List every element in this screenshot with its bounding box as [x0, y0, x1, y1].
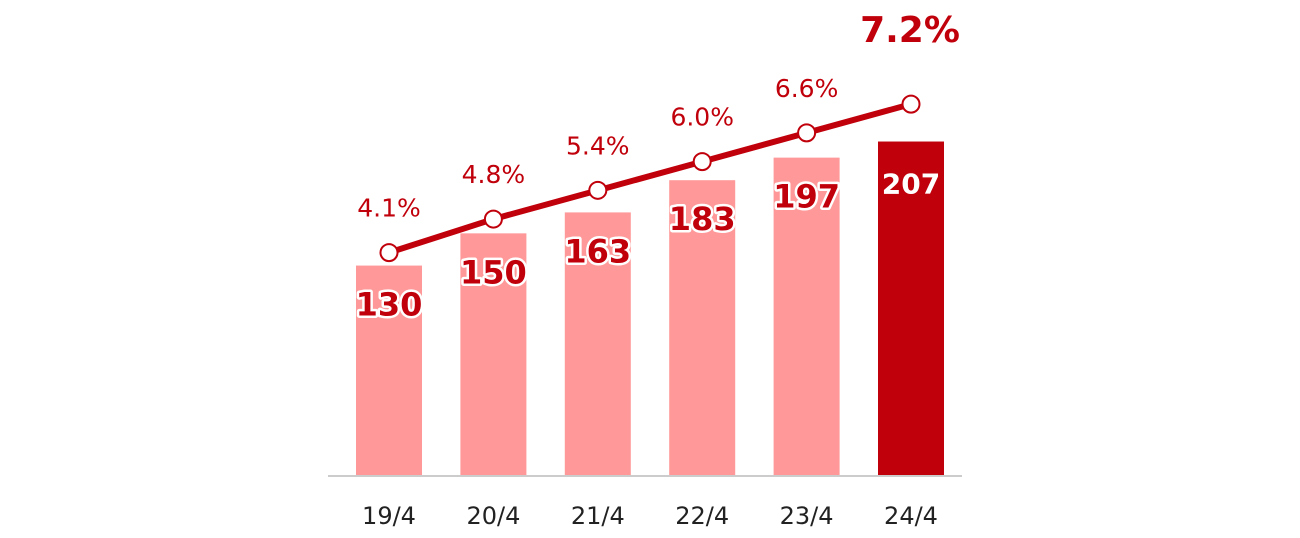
line-point-22-4	[692, 152, 712, 172]
line-point-19-4	[379, 243, 399, 263]
line-data-label: 4.8%	[462, 160, 526, 189]
line-data-label: 7.2%	[860, 10, 960, 51]
line-point-23-4	[797, 123, 817, 143]
labels-layer: 19/4 20/4 21/4 22/4 23/4 24/4 4.1% 4.8% 5.4% 6.0%…	[353, 10, 960, 530]
line-data-label: 4.1%	[357, 194, 421, 223]
line-point-24-4	[901, 94, 921, 114]
bar-19-4	[356, 265, 422, 475]
bar-data-label: 163	[564, 232, 631, 270]
x-tick-label: 20/4	[466, 502, 520, 530]
x-tick-label: 23/4	[780, 502, 834, 530]
line-data-label: 5.4%	[566, 131, 630, 160]
line-data-label: 6.0%	[670, 103, 734, 132]
bar-data-label: 183	[669, 200, 736, 238]
bar-series	[356, 141, 944, 476]
bar-20-4	[460, 233, 527, 475]
line-data-label: 6.6%	[775, 74, 839, 103]
x-tick-label: 21/4	[571, 502, 625, 530]
bar-21-4	[564, 212, 631, 476]
line-series	[379, 94, 921, 263]
bar-data-label: 150	[460, 253, 527, 291]
bar-24-4	[878, 141, 944, 475]
line-point-20-4	[483, 209, 503, 229]
line-point-21-4	[588, 180, 608, 200]
x-tick-label: 24/4	[884, 502, 938, 530]
bar-22-4	[669, 180, 736, 475]
percent-line	[388, 101, 912, 256]
bar-data-label: 130	[356, 286, 423, 324]
bar-23-4	[773, 157, 840, 475]
bar-data-label: 197	[773, 178, 840, 216]
x-tick-label: 19/4	[362, 502, 416, 530]
x-tick-label: 22/4	[675, 502, 729, 530]
bar-data-label: 207	[882, 168, 940, 201]
